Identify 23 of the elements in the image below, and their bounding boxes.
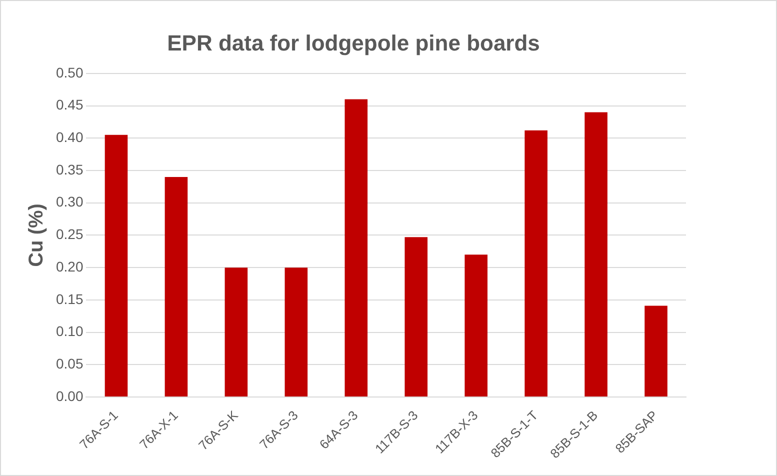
y-tick-label: 0.20 xyxy=(56,258,84,274)
y-tick-label: 0.15 xyxy=(56,290,84,307)
y-axis-title: Cu (%) xyxy=(26,204,48,267)
bar xyxy=(584,112,608,397)
y-tick-label: 0.30 xyxy=(56,194,84,210)
bar xyxy=(164,176,188,397)
y-tick-label: 0.50 xyxy=(56,64,84,80)
y-tick-label: 0.10 xyxy=(56,323,84,340)
y-tick-label: 0.25 xyxy=(56,226,84,242)
y-tick-label: 0.05 xyxy=(56,356,84,372)
bar xyxy=(404,237,428,397)
y-tick-label: 0.00 xyxy=(56,388,84,404)
y-tick-label: 0.45 xyxy=(56,96,84,113)
y-tick-label: 0.40 xyxy=(56,128,84,145)
bar xyxy=(464,254,488,397)
bar xyxy=(524,130,548,397)
bar xyxy=(344,99,368,397)
y-tick-label: 0.35 xyxy=(56,161,84,178)
chart-title: EPR data for lodgepole pine boards xyxy=(167,30,540,56)
bar xyxy=(104,134,128,397)
bar xyxy=(284,268,308,397)
bar xyxy=(644,306,668,397)
bar xyxy=(224,268,248,397)
